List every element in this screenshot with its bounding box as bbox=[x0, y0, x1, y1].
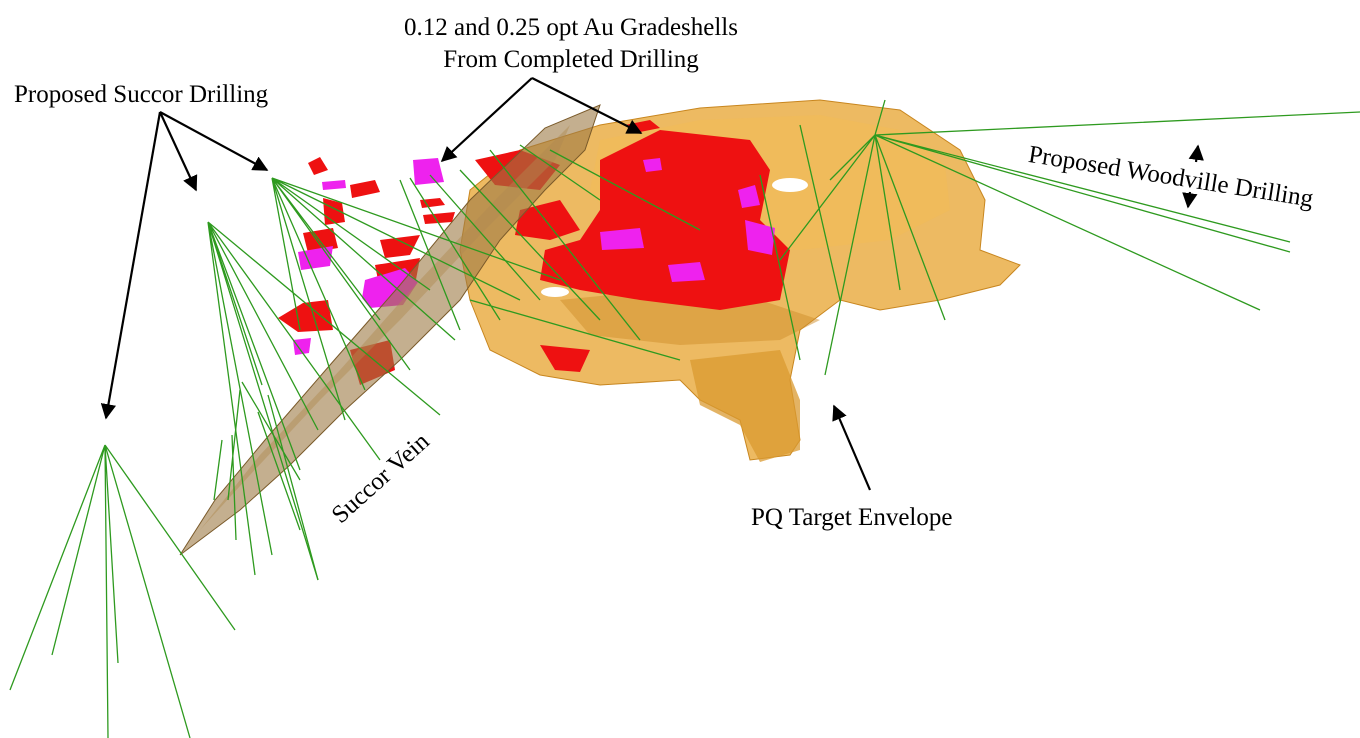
gradeshell-fragment bbox=[745, 220, 775, 255]
gradeshell-fragment bbox=[540, 345, 590, 372]
arrow-gradeshell-left bbox=[440, 77, 533, 163]
drill-hole-trace bbox=[207, 221, 441, 581]
succor-vein bbox=[179, 104, 601, 556]
arrow-gradeshell-right bbox=[531, 77, 643, 134]
gradeshell-fragment bbox=[643, 158, 662, 172]
gradeshell-fragment bbox=[420, 198, 445, 208]
gradeshell-fragment bbox=[515, 200, 580, 240]
gradeshells-label-line2: From Completed Drilling bbox=[443, 46, 699, 73]
arrow-pq-target bbox=[832, 404, 872, 491]
gradeshell-fragment bbox=[298, 246, 333, 270]
drill-hole-trace bbox=[271, 177, 561, 421]
gradeshell-fragment bbox=[293, 338, 311, 355]
drill-hole-trace bbox=[779, 99, 1360, 376]
arrow-succor-near bbox=[159, 111, 269, 171]
succor-vein-highlight bbox=[200, 125, 570, 530]
pq-target-label: PQ Target Envelope bbox=[751, 504, 953, 531]
gradeshell-fragment bbox=[350, 180, 380, 198]
gradeshell-core bbox=[540, 130, 790, 310]
gradeshell-fragment bbox=[423, 212, 455, 224]
annotation-arrows bbox=[100, 77, 1204, 491]
gradeshell-fragment bbox=[308, 157, 328, 175]
succor-vein-slab bbox=[179, 104, 601, 556]
gradeshells-label-line1: 0.12 and 0.25 opt Au Gradeshells bbox=[404, 14, 738, 41]
arrow-succor-mid bbox=[159, 111, 198, 192]
envelope-keel bbox=[690, 350, 800, 462]
envelope-hole bbox=[541, 287, 569, 297]
gradeshell-fragment bbox=[738, 185, 760, 208]
arrow-succor-far bbox=[100, 111, 162, 420]
arrow-woodville-down bbox=[1182, 191, 1198, 209]
gradeshell-fragment bbox=[600, 228, 644, 250]
drill-traces bbox=[9, 99, 1360, 738]
drill-hole-trace bbox=[399, 144, 701, 361]
drill-hole-trace bbox=[213, 381, 319, 581]
succor-drilling-label: Proposed Succor Drilling bbox=[14, 81, 269, 108]
gradeshell-fragment bbox=[413, 158, 444, 185]
drill-hole-trace bbox=[759, 124, 841, 361]
gradeshell-fragment bbox=[322, 180, 346, 190]
envelope-hole bbox=[772, 178, 808, 192]
gradeshells-label: 0.12 and 0.25 opt Au Gradeshells From Co… bbox=[378, 12, 764, 76]
gradeshell-fragment bbox=[668, 262, 705, 282]
drill-hole-trace bbox=[9, 444, 236, 738]
gradeshell-fragment bbox=[380, 235, 420, 258]
arrow-woodville-up bbox=[1188, 144, 1204, 163]
gradeshell-fragment bbox=[278, 300, 333, 332]
